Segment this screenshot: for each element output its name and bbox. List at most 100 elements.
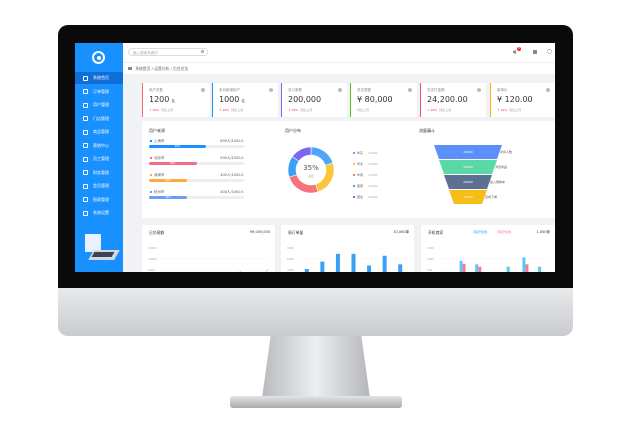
legend-name: 西北: [357, 195, 364, 199]
distribution-title: 用户分布: [285, 128, 301, 133]
source-dot: [150, 140, 152, 142]
bar[interactable]: [367, 265, 372, 273]
legend-item[interactable]: 周期开机数: [497, 230, 511, 234]
help-icon[interactable]: [477, 88, 481, 92]
bar[interactable]: [459, 260, 463, 272]
bar[interactable]: [478, 266, 482, 272]
y-tick-label: 15000: [148, 246, 157, 250]
y-tick-label: 3000: [287, 268, 294, 272]
sidebar-item[interactable]: 用户管理: [75, 99, 123, 111]
stat-number: 200,000: [288, 95, 322, 104]
bar[interactable]: [304, 269, 309, 272]
funnel-stage[interactable]: 20000: [434, 145, 502, 159]
y-tick-label: 5000: [148, 268, 155, 272]
y-tick-label: 500: [427, 268, 433, 272]
sidebar-item-label: 门店管理: [93, 115, 109, 121]
help-icon[interactable]: [338, 88, 342, 92]
bar[interactable]: [462, 263, 466, 272]
chart-card: 开机商家 1,000家 1500 1000 500 周期开机数 周期开机数: [421, 225, 555, 272]
stat-trend: ↑ 10% 同比上月: [288, 108, 312, 112]
donut-slice[interactable]: [310, 146, 334, 166]
overview-panel: 用户来源 上海市 600人/1000人 60% 北京市 500人/1000人 50% 深圳市…: [142, 121, 555, 218]
stat-card[interactable]: 用户总数 1200 名 ↑ 10% 同比上月: [142, 83, 210, 117]
chart-card: 周订单量 10,000单 9000 6000 3000: [281, 225, 414, 272]
funnel-stage[interactable]: 10000: [449, 190, 487, 204]
sidebar-item[interactable]: 会员管理: [75, 180, 123, 192]
sidebar-item[interactable]: 系统首页: [75, 72, 123, 84]
source-progress: 40%: [149, 196, 244, 199]
funnel-label: 访问人数: [500, 150, 513, 154]
bar[interactable]: [525, 264, 529, 272]
breadcrumb-item[interactable]: 系统首页: [135, 66, 151, 71]
legend-dot: [353, 173, 355, 176]
bar[interactable]: [351, 253, 356, 272]
sidebar-item[interactable]: 报表管理: [75, 194, 123, 206]
legend-value: 10000: [368, 173, 378, 177]
sidebar-item[interactable]: 订单管理: [75, 86, 123, 98]
legend-item[interactable]: 周期开机数: [473, 230, 487, 234]
bar[interactable]: [506, 266, 510, 272]
sidebar-item-label: 财务管理: [93, 169, 109, 175]
help-icon[interactable]: [408, 88, 412, 92]
breadcrumb-item[interactable]: / 运营分析: [151, 66, 170, 71]
help-icon[interactable]: [201, 88, 205, 92]
stat-card[interactable]: 本月新增用户 1000 名 ↑ 10% 同比上月: [212, 83, 278, 117]
source-progress: 40%: [149, 179, 244, 182]
stat-card[interactable]: 总交易额 ¥ 80,000 同比上月: [350, 83, 417, 117]
sidebar-item[interactable]: 商品管理: [75, 126, 123, 138]
legend-name: 华南: [357, 173, 364, 177]
stat-title: 总支付金额: [427, 88, 445, 92]
bar[interactable]: [522, 257, 526, 272]
funnel-stage[interactable]: 20000: [439, 160, 497, 174]
menu-icon: [83, 197, 88, 202]
funnel-label: 完成下单: [485, 195, 498, 199]
home-icon: [128, 67, 132, 70]
notification-badge: 8: [517, 47, 521, 51]
menu-icon: [83, 89, 88, 94]
notification-icon[interactable]: [513, 50, 516, 54]
menu-icon: [83, 210, 88, 216]
sidebar-item[interactable]: 系统设置: [75, 207, 123, 219]
stat-number: ¥ 120.00: [497, 95, 533, 104]
bar[interactable]: [382, 255, 387, 272]
bar[interactable]: [320, 261, 325, 272]
settings-icon[interactable]: [547, 49, 552, 54]
menu-icon: [83, 75, 88, 81]
legend-dot: [353, 162, 355, 165]
sidebar-item-label: 用户管理: [93, 102, 109, 107]
stat-unit: 名: [241, 99, 245, 103]
help-icon[interactable]: [546, 88, 550, 92]
sidebar-item[interactable]: 门店管理: [75, 113, 123, 125]
donut-slice[interactable]: [291, 146, 312, 162]
breadcrumb: 系统首页 / 运营分析 / 后台总览: [123, 63, 555, 74]
bar[interactable]: [335, 253, 340, 272]
stat-value: 1200 名: [149, 95, 175, 104]
sidebar-item[interactable]: 营销中心: [75, 140, 123, 152]
bar[interactable]: [398, 264, 403, 272]
funnel-title: 流量漏斗: [419, 128, 435, 133]
bar[interactable]: [475, 264, 479, 272]
sidebar-illustration: [79, 228, 120, 272]
donut-center-value: 35%: [303, 164, 319, 172]
help-icon[interactable]: [269, 88, 273, 92]
menu-icon: [83, 102, 88, 108]
legend-value: 10000: [368, 162, 378, 166]
stat-card[interactable]: 客单价 ¥ 120.00 ↑ 10% 同比上月: [490, 83, 555, 117]
stat-trend: ↑ 10% 同比上月: [497, 108, 521, 112]
funnel-stage[interactable]: 20000: [444, 175, 492, 189]
stat-title: 总交易额: [357, 88, 371, 92]
dashboard-screen: 系统首页订单管理用户管理门店管理商品管理营销中心 员工管理财务管理会员管理报表管理…: [75, 43, 555, 272]
legend-dot: [353, 184, 355, 187]
stat-card[interactable]: 总订单数 200,000 ↑ 10% 同比上月: [281, 83, 347, 117]
source-name: 深圳市: [154, 173, 165, 177]
trend-note: 同比上月: [161, 108, 174, 112]
sidebar-item[interactable]: 财务管理: [75, 167, 123, 179]
lock-icon[interactable]: [533, 50, 537, 54]
search-icon[interactable]: [201, 50, 204, 53]
search-input[interactable]: 输入搜索关键词: [128, 48, 208, 56]
menu-icon: [83, 156, 88, 162]
sidebar-item[interactable]: 员工管理: [75, 153, 123, 165]
bar[interactable]: [538, 266, 542, 272]
stat-card[interactable]: 总支付金额 24,200.00 ↓ 10% 同比上月: [420, 83, 486, 117]
chart-title: 日交易额: [149, 230, 165, 235]
